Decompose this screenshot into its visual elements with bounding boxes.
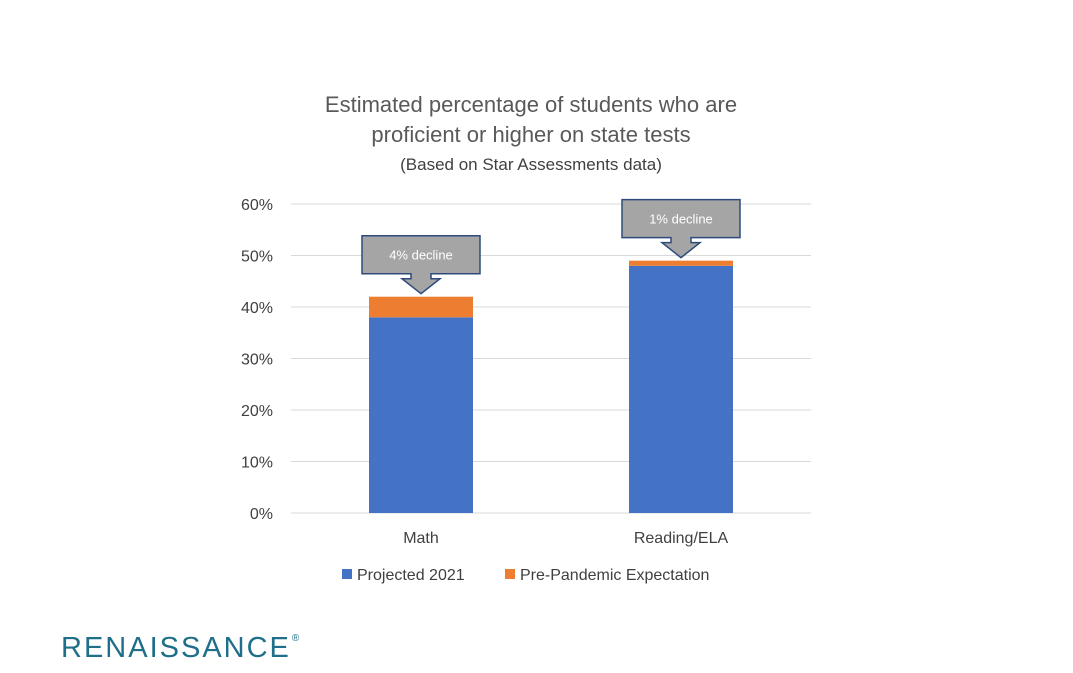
- chart-title-line-1: Estimated percentage of students who are: [325, 92, 737, 117]
- chart-title-line-2: proficient or higher on state tests: [371, 122, 690, 147]
- decline-callout-label: 1% decline: [649, 212, 713, 227]
- x-category-label: Reading/ELA: [634, 530, 729, 547]
- y-tick-label: 40%: [241, 300, 273, 317]
- y-tick-label: 60%: [241, 197, 273, 214]
- legend-label: Projected 2021: [357, 567, 465, 584]
- logo-text: RENAISSANCE: [61, 632, 291, 664]
- y-tick-label: 30%: [241, 352, 273, 369]
- legend-swatch: [505, 569, 515, 579]
- renaissance-logo: RENAISSANCE®: [61, 634, 301, 663]
- bar-projected-2021: [629, 265, 733, 513]
- y-tick-label: 20%: [241, 403, 273, 420]
- legend-swatch: [342, 569, 352, 579]
- decline-callout: [361, 234, 481, 295]
- decline-callout: [621, 198, 741, 259]
- y-tick-label: 10%: [241, 455, 273, 472]
- y-tick-label: 0%: [250, 506, 273, 523]
- legend-label: Pre-Pandemic Expectation: [520, 567, 709, 584]
- bar-pre-pandemic-expectation: [369, 296, 473, 318]
- logo-registered-mark: ®: [291, 633, 302, 644]
- plot-area: 0% 10% 20% 30% 40% 50% 60% Math 4% decline Readin…: [241, 197, 811, 547]
- bar-projected-2021: [369, 317, 473, 513]
- x-category-label: Math: [403, 530, 439, 547]
- decline-callout-label: 4% decline: [389, 248, 453, 263]
- bar-pre-pandemic-expectation: [629, 260, 733, 266]
- chart-subtitle: (Based on Star Assessments data): [400, 155, 662, 174]
- legend: Projected 2021 Pre-Pandemic Expectation: [342, 567, 709, 584]
- y-tick-label: 50%: [241, 249, 273, 266]
